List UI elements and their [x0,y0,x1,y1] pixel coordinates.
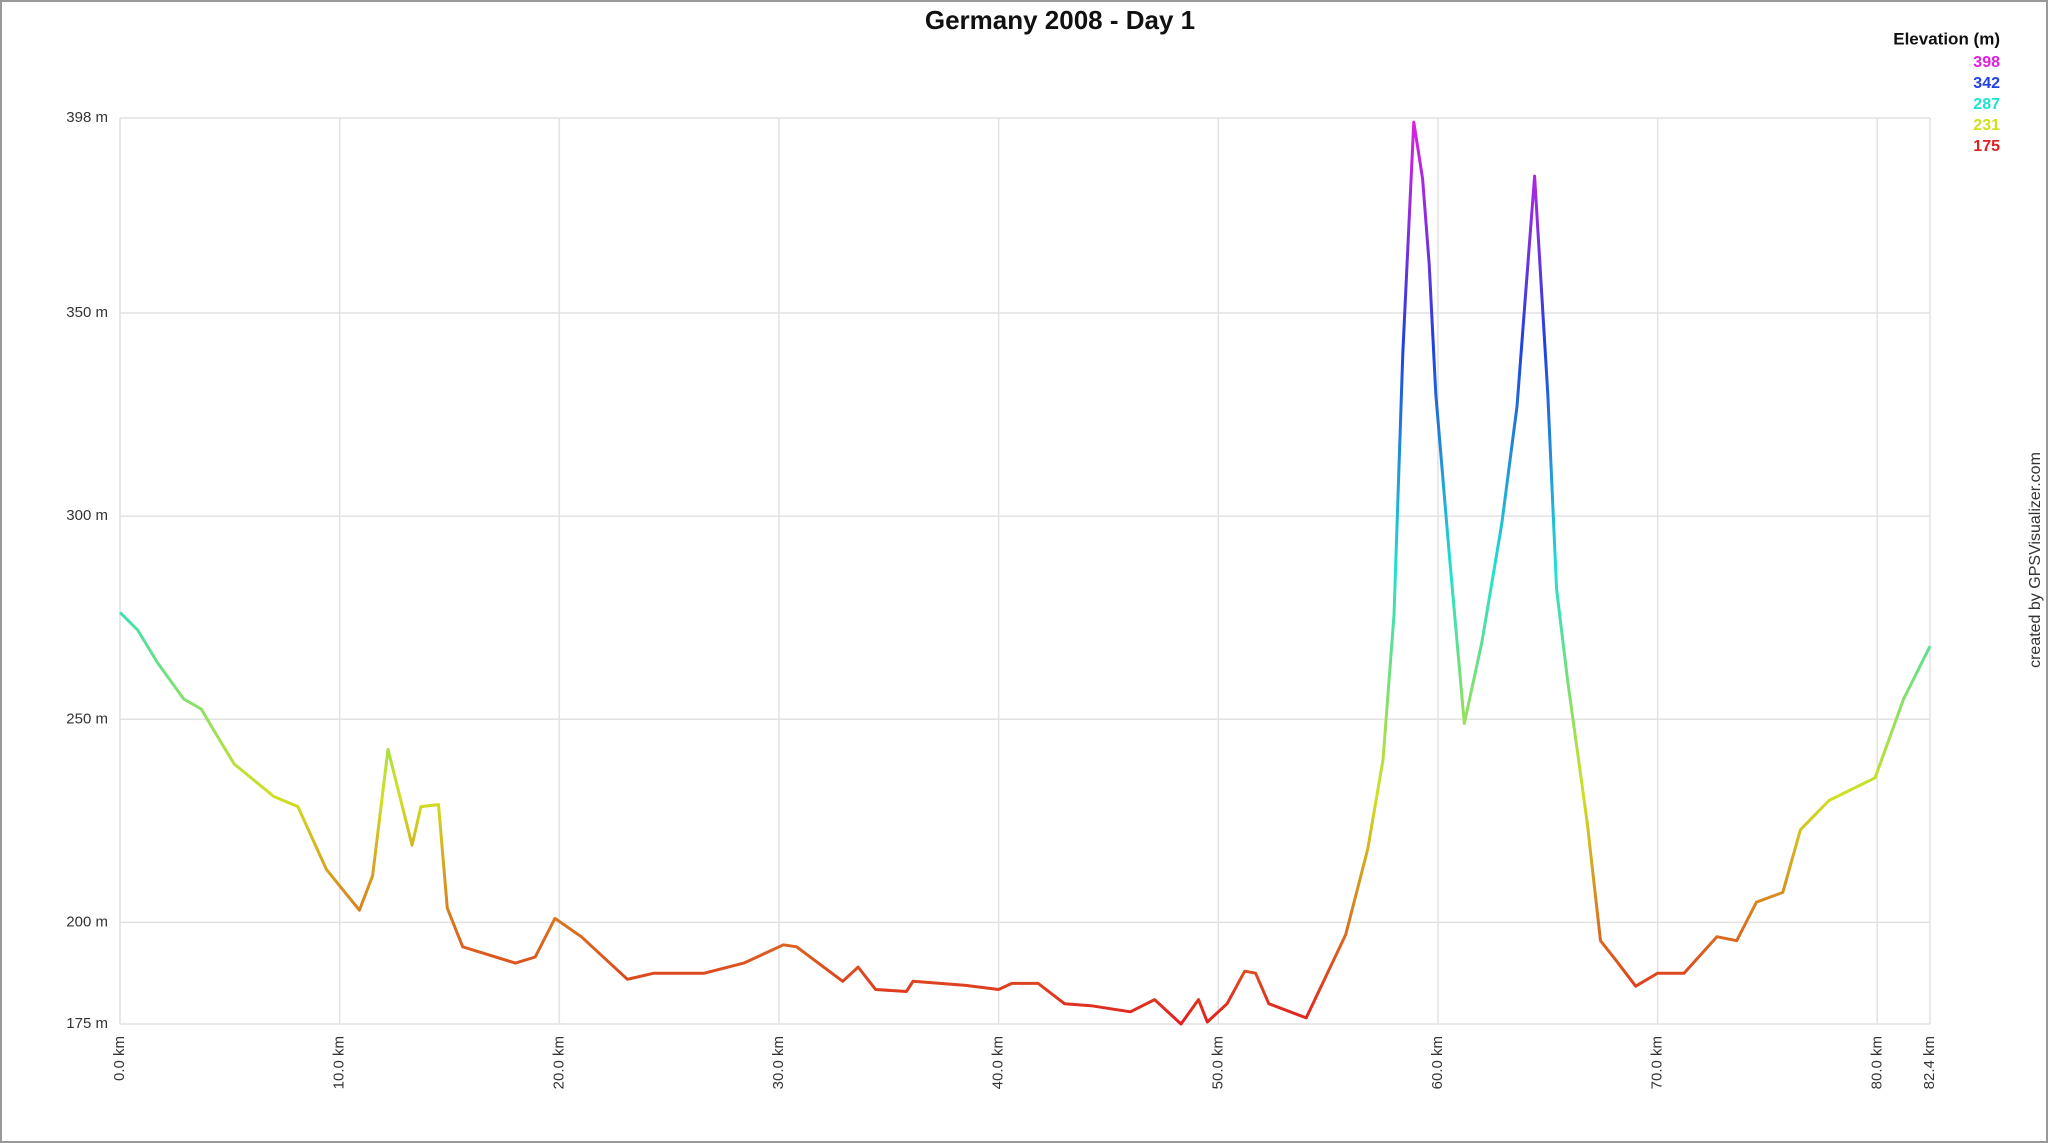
y-tick-label: 175 m [66,1015,108,1032]
x-tick-label: 40.0 km [990,1036,1007,1089]
legend-entry: 175 [1973,138,2000,155]
x-tick-label: 0.0 km [111,1036,128,1081]
x-tick-label: 60.0 km [1429,1036,1446,1089]
legend-entry: 342 [1973,75,2000,92]
elevation-line [118,120,1932,1026]
legend-entry: 287 [1973,96,2000,113]
y-tick-label: 300 m [66,507,108,524]
x-tick-label: 10.0 km [331,1036,348,1089]
legend-entry: 398 [1973,54,2000,71]
y-tick-label: 200 m [66,913,108,930]
x-tick-label: 30.0 km [770,1036,787,1089]
x-tick-label: 80.0 km [1868,1036,1885,1089]
y-tick-label: 350 m [66,304,108,321]
credit: created by GPSVisualizer.com [2027,452,2044,668]
x-tick-label: 82.4 km [1921,1036,1938,1089]
legend-title: Elevation (m) [1893,29,2000,48]
x-tick-label: 50.0 km [1209,1036,1226,1089]
y-tick-label: 250 m [66,710,108,727]
chart-title: Germany 2008 - Day 1 [925,5,1195,35]
x-tick-label: 70.0 km [1649,1036,1666,1089]
y-tick-label: 398 m [66,109,108,126]
legend-entry: 231 [1973,117,2000,134]
x-tick-label: 20.0 km [550,1036,567,1089]
